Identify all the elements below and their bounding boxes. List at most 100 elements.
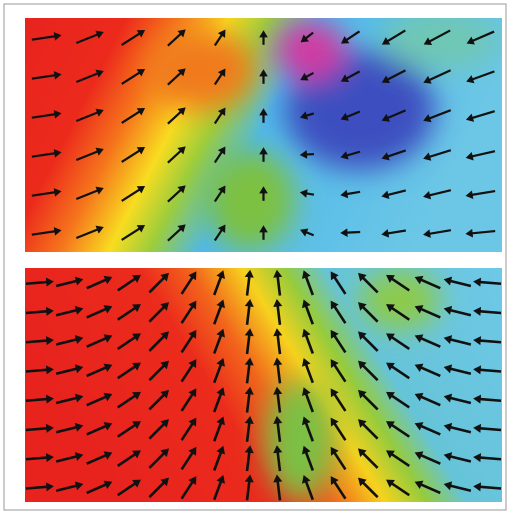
arrow-head	[95, 30, 104, 39]
arrow-shaft	[469, 70, 495, 82]
arrow-shaft	[121, 226, 143, 241]
arrow-head	[177, 29, 186, 38]
arrow-head	[103, 305, 113, 314]
arrow-head	[45, 394, 54, 404]
arrow-head	[358, 477, 367, 487]
top-panel	[25, 18, 502, 252]
arrow-shaft	[55, 425, 80, 434]
arrow-head	[177, 185, 186, 194]
arrow-head	[103, 451, 113, 460]
arrow-shaft	[276, 390, 282, 413]
arrow-shaft	[303, 361, 315, 384]
arrow-head	[45, 482, 54, 492]
arrow-shaft	[331, 390, 347, 412]
arrow-head	[188, 417, 197, 427]
arrow-shaft	[359, 362, 379, 382]
arrow-shaft	[180, 273, 196, 295]
arrow-head	[340, 189, 349, 199]
arrow-shaft	[245, 449, 251, 472]
arrow-shaft	[303, 332, 315, 354]
arrow-head	[160, 389, 169, 399]
arrow-head	[74, 335, 84, 345]
arrow-head	[302, 270, 311, 279]
arrow-head	[443, 393, 453, 403]
arrow-shaft	[167, 31, 184, 47]
arrow-head	[216, 270, 225, 279]
arrow-shaft	[385, 189, 407, 197]
arrow-shaft	[25, 368, 50, 373]
arrow-shaft	[55, 483, 80, 493]
arrow-head	[302, 475, 311, 484]
arrow-head	[103, 275, 113, 285]
arrow-head	[74, 393, 84, 403]
arrow-shaft	[86, 335, 110, 348]
arrow-shaft	[384, 149, 407, 159]
arrow-head	[177, 107, 186, 116]
arrow-shaft	[116, 480, 139, 497]
arrow-shaft	[359, 420, 379, 440]
arrow-shaft	[31, 34, 58, 41]
arrow-head	[340, 112, 349, 121]
arrow-head	[386, 479, 395, 488]
arrow-head	[160, 272, 169, 282]
arrow-shaft	[417, 335, 441, 348]
arrow-shaft	[384, 109, 407, 121]
arrow-head	[423, 114, 432, 123]
arrow-head	[132, 274, 141, 283]
arrow-shaft	[116, 275, 139, 292]
arrow-head	[259, 30, 268, 38]
arrow-shaft	[331, 449, 347, 471]
arrow-shaft	[75, 71, 101, 84]
arrow-shaft	[359, 479, 379, 499]
arrow-shaft	[477, 426, 502, 432]
arrow-head	[132, 421, 141, 430]
arrow-head	[132, 450, 141, 459]
arrow-head	[386, 421, 395, 430]
arrow-head	[95, 69, 104, 78]
arrow-head	[45, 306, 54, 316]
arrow-head	[273, 357, 283, 366]
arrow-shaft	[25, 309, 50, 315]
arrow-head	[302, 387, 311, 396]
arrow-head	[132, 391, 141, 400]
arrow-head	[160, 448, 169, 457]
arrow-shaft	[31, 112, 58, 119]
arrow-shaft	[331, 420, 347, 441]
arrow-shaft	[245, 361, 251, 384]
arrow-head	[386, 333, 395, 342]
arrow-head	[443, 305, 453, 315]
arrow-shaft	[331, 303, 347, 324]
arrow-head	[103, 392, 113, 402]
arrow-shaft	[167, 109, 184, 125]
arrow-head	[216, 387, 225, 396]
arrow-shaft	[121, 109, 143, 124]
arrow-head	[358, 448, 367, 457]
arrow-head	[45, 423, 54, 433]
arrow-shaft	[180, 478, 196, 500]
arrow-shaft	[31, 151, 58, 158]
arrow-head	[74, 422, 84, 432]
arrow-head	[103, 363, 113, 372]
arrow-shaft	[359, 450, 379, 469]
arrow-shaft	[148, 362, 168, 382]
arrow-head	[273, 474, 283, 483]
arrow-shaft	[388, 392, 411, 409]
arrow-head	[465, 228, 474, 238]
arrow-head	[358, 272, 367, 282]
arrow-head	[160, 477, 169, 487]
arrow-head	[414, 363, 424, 372]
arrow-shaft	[417, 482, 441, 495]
arrow-shaft	[55, 308, 80, 317]
blob	[205, 150, 295, 250]
arrow-head	[188, 271, 197, 281]
blob	[380, 18, 500, 70]
bottom-blobs	[265, 270, 440, 500]
arrow-head	[358, 302, 367, 311]
arrow-shaft	[180, 303, 196, 324]
arrow-shaft	[167, 148, 184, 164]
arrow-shaft	[212, 332, 224, 354]
arrow-head	[53, 110, 62, 119]
arrow-head	[216, 416, 225, 426]
arrow-head	[414, 422, 424, 431]
arrow-shaft	[447, 483, 472, 493]
